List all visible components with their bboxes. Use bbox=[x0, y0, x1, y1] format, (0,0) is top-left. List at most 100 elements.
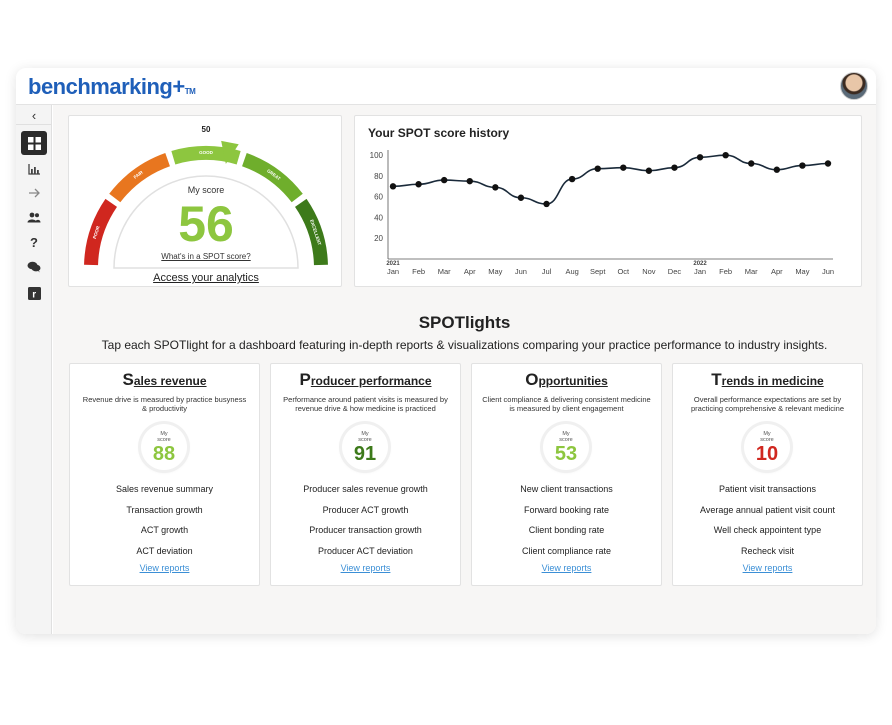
spotlight-card[interactable]: Sales revenue Revenue drive is measured b… bbox=[69, 363, 260, 586]
x-tick-label: Dec bbox=[668, 267, 682, 276]
data-point[interactable] bbox=[799, 162, 806, 169]
chevron-left-icon[interactable]: ‹ bbox=[16, 107, 52, 125]
data-point[interactable] bbox=[517, 194, 525, 201]
x-tick-label: Jan bbox=[387, 267, 399, 276]
metric-item: ACT growth bbox=[140, 525, 189, 536]
score-badge-value: 53 bbox=[554, 443, 578, 465]
metric-item: Well check appointent type bbox=[713, 525, 822, 536]
spotlight-description: Client compliance & delivering consisten… bbox=[482, 395, 651, 413]
app-logo[interactable]: benchmarking+TM bbox=[28, 74, 196, 99]
spotlight-card[interactable]: Opportunities Client compliance & deliver… bbox=[471, 363, 662, 586]
score-badge-label-line1: My bbox=[160, 431, 168, 437]
top-bar: benchmarking+TM bbox=[16, 68, 876, 105]
data-point[interactable] bbox=[466, 177, 473, 185]
metric-item: ACT deviation bbox=[136, 545, 193, 556]
x-tick-label: Mar bbox=[745, 267, 758, 276]
spotlight-title-initial: P bbox=[299, 370, 311, 389]
data-point[interactable] bbox=[748, 160, 755, 167]
data-point[interactable] bbox=[773, 166, 781, 173]
metric-item: Forward booking rate bbox=[523, 504, 610, 515]
x-tick-label: Feb bbox=[412, 267, 425, 276]
whats-in-spot-score-link[interactable]: What's in a SPOT score? bbox=[161, 252, 251, 261]
data-point[interactable] bbox=[415, 181, 422, 188]
x-tick-label: Jan bbox=[694, 267, 706, 276]
spotlight-score-badge: My score 53 bbox=[543, 424, 589, 470]
spotlight-title: Trends in medicine bbox=[673, 370, 862, 390]
spotlight-card[interactable]: Trends in medicine Overall performance ex… bbox=[672, 363, 863, 586]
metric-item: New client transactions bbox=[520, 484, 613, 494]
gauge-segment-poor bbox=[84, 198, 117, 266]
x-tick-label: Sept bbox=[590, 267, 606, 276]
year-label: 2021 bbox=[386, 261, 400, 267]
score-badge-label-line1: My bbox=[763, 431, 771, 437]
spotlight-title-rest: ales revenue bbox=[133, 374, 207, 388]
data-point[interactable] bbox=[696, 154, 704, 161]
data-point[interactable] bbox=[824, 160, 832, 167]
spotlight-description: Performance around patient visits is mea… bbox=[283, 395, 448, 413]
y-tick-label: 100 bbox=[370, 151, 384, 160]
gauge-segment-fair bbox=[109, 152, 170, 203]
spotlight-title-initial: T bbox=[711, 370, 722, 389]
access-analytics-link[interactable]: Access your analytics bbox=[153, 272, 259, 284]
history-title: Your SPOT score history bbox=[368, 126, 510, 140]
view-reports-link[interactable]: View reports bbox=[541, 563, 592, 573]
view-reports-link[interactable]: View reports bbox=[340, 563, 391, 573]
metric-item: Producer ACT deviation bbox=[318, 545, 413, 556]
y-tick-label: 80 bbox=[374, 172, 383, 181]
metric-item: Producer ACT growth bbox=[322, 504, 409, 515]
score-history-card: Your SPOT score history 20 40 60 80 100 Jan Fe… bbox=[354, 115, 862, 287]
sidebar-item-users[interactable] bbox=[21, 205, 47, 229]
sidebar-item-analytics[interactable] bbox=[21, 157, 47, 181]
spotlight-score-badge: My score 88 bbox=[141, 424, 187, 470]
score-gauge-card[interactable]: 50 POOR FAIR GOOD GREAT EXCELLENT My score 5… bbox=[68, 115, 342, 287]
gauge-dome bbox=[113, 175, 299, 269]
sidebar-item-chat[interactable] bbox=[21, 255, 47, 279]
data-point[interactable] bbox=[594, 165, 601, 172]
score-badge-value: 10 bbox=[755, 443, 779, 465]
data-point[interactable] bbox=[440, 176, 448, 184]
arrow-right-icon bbox=[29, 188, 40, 198]
sidebar: ‹ ? r bbox=[16, 105, 52, 634]
data-point[interactable] bbox=[389, 183, 397, 190]
score-badge-label-line1: My bbox=[562, 431, 570, 437]
view-reports-link[interactable]: View reports bbox=[742, 563, 793, 573]
data-point[interactable] bbox=[645, 167, 653, 174]
spotlight-title-rest: rends in medicine bbox=[721, 374, 824, 388]
gauge-segment-label: GOOD bbox=[199, 150, 214, 155]
metric-item: Client bonding rate bbox=[528, 525, 605, 536]
data-point[interactable] bbox=[620, 164, 627, 171]
x-tick-label: Jun bbox=[515, 267, 527, 276]
avatar[interactable] bbox=[840, 72, 868, 100]
spotlight-card[interactable]: Producer performance Performance around p… bbox=[270, 363, 461, 586]
score-history-chart: 20 40 60 80 100 Jan Feb Mar Apr May Jun Jul Aug Sept O… bbox=[370, 150, 834, 276]
spotlight-title-rest: pportunities bbox=[538, 374, 608, 388]
metric-item: Producer transaction growth bbox=[309, 525, 422, 536]
x-tick-label: Jun bbox=[822, 267, 834, 276]
x-tick-label: Feb bbox=[719, 267, 732, 276]
score-badge-label-line2: score bbox=[760, 437, 774, 443]
my-score-value: 56 bbox=[178, 196, 234, 252]
question-icon[interactable]: ? bbox=[30, 234, 38, 250]
sidebar-item-next[interactable] bbox=[21, 181, 47, 205]
spotlight-metrics: New client transactions Forward booking r… bbox=[472, 479, 661, 561]
gauge-segment-label: FAIR bbox=[133, 169, 145, 180]
sidebar-item-resources[interactable]: r bbox=[21, 281, 47, 305]
metric-item: Patient visit transactions bbox=[718, 484, 817, 494]
gauge-segment-excellent bbox=[295, 198, 328, 266]
score-badge-label: My score bbox=[744, 431, 790, 443]
data-point[interactable] bbox=[543, 200, 550, 208]
view-reports-link[interactable]: View reports bbox=[139, 563, 190, 573]
spotlight-metrics: Producer sales revenue growth Producer AC… bbox=[271, 479, 460, 561]
data-point[interactable] bbox=[492, 184, 499, 191]
data-point[interactable] bbox=[722, 151, 729, 159]
chat-bubbles-icon bbox=[27, 261, 41, 273]
metric-item: Client compliance rate bbox=[521, 545, 612, 556]
my-score-label: My score bbox=[187, 185, 225, 195]
data-point[interactable] bbox=[671, 164, 678, 171]
spotlight-description: Revenue drive is measured by practice bu… bbox=[82, 395, 247, 413]
spotlight-description: Overall performance expectations are set… bbox=[691, 395, 844, 413]
r-square-icon: r bbox=[27, 286, 41, 300]
score-badge-label-line2: score bbox=[358, 437, 372, 443]
sidebar-item-dashboard[interactable] bbox=[21, 131, 47, 155]
data-point[interactable] bbox=[568, 175, 576, 183]
